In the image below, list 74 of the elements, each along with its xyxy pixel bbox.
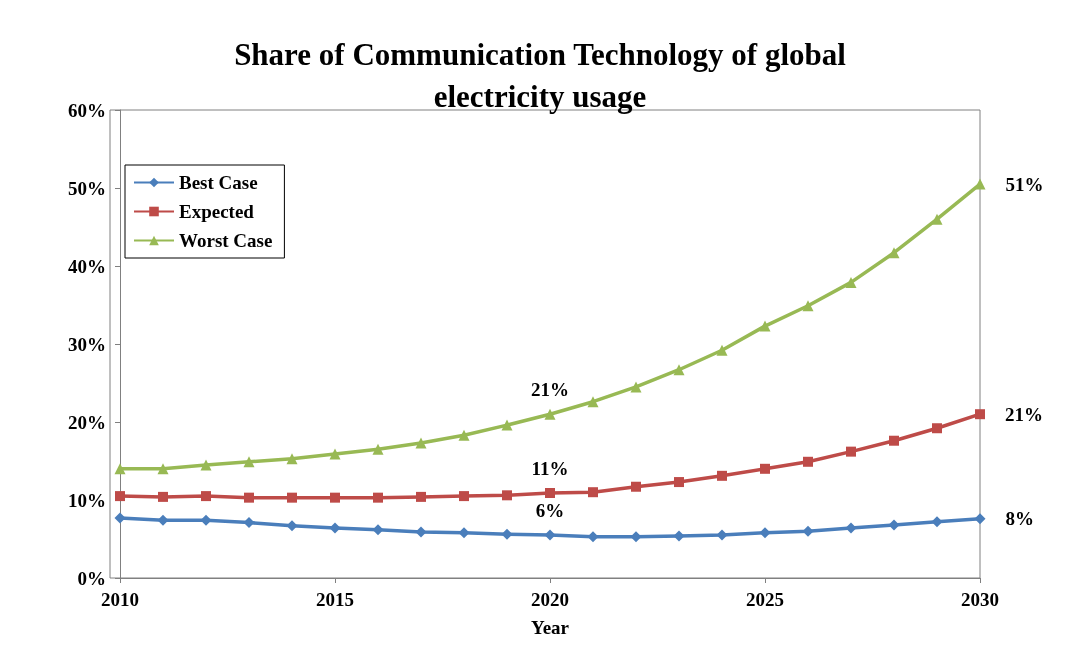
x-tick-label: 2025 <box>746 589 784 610</box>
point <box>114 463 126 475</box>
point <box>846 446 856 457</box>
point <box>329 448 341 460</box>
point <box>932 423 942 434</box>
x-axis-title: Year <box>531 617 570 638</box>
point <box>114 512 126 524</box>
point <box>760 463 770 474</box>
point <box>373 492 383 503</box>
point <box>158 491 168 502</box>
point <box>372 443 384 455</box>
point <box>458 429 470 441</box>
point <box>802 300 814 312</box>
point <box>845 276 857 288</box>
point <box>544 529 556 541</box>
y-tick-label: 60% <box>68 99 106 121</box>
y-tick-label: 10% <box>68 489 106 511</box>
data-label: 21% <box>531 378 569 400</box>
point <box>759 320 771 332</box>
chart-title: Share of Communication Technology of global electricity usage <box>234 36 847 114</box>
point <box>115 491 125 502</box>
point <box>845 522 857 534</box>
point <box>673 364 685 376</box>
legend-label: Worst Case <box>179 230 273 251</box>
legend-label: Expected <box>179 201 255 222</box>
point <box>201 491 211 502</box>
y-tick-label: 50% <box>68 177 106 199</box>
x-tick-label: 2010 <box>101 589 139 610</box>
point <box>888 519 900 531</box>
point <box>501 419 513 431</box>
point <box>717 470 727 481</box>
y-tick-label: 20% <box>68 411 106 433</box>
point <box>716 344 728 356</box>
point <box>415 437 427 449</box>
x-tick-label: 2020 <box>531 589 569 610</box>
point <box>631 481 641 492</box>
point <box>630 381 642 393</box>
point <box>544 408 556 420</box>
legend-label: Best Case <box>179 172 258 193</box>
point <box>974 178 986 190</box>
point <box>888 247 900 259</box>
point <box>588 487 598 498</box>
point <box>330 492 340 503</box>
point <box>243 456 255 468</box>
data-label: 8% <box>1005 508 1034 530</box>
x-tick-label: 2030 <box>961 589 999 610</box>
data-label: 11% <box>531 457 569 479</box>
y-tick-label: 0% <box>77 567 106 589</box>
point <box>287 492 297 503</box>
point <box>286 453 298 465</box>
point <box>459 491 469 502</box>
point <box>587 396 599 408</box>
y-tick-label: 40% <box>68 255 106 277</box>
point <box>931 213 943 225</box>
data-label: 21% <box>1005 403 1043 425</box>
y-tick-label: 30% <box>68 333 106 355</box>
data-label: 51% <box>1005 173 1044 195</box>
point <box>716 529 728 541</box>
point <box>545 487 555 498</box>
point <box>415 526 427 538</box>
point <box>673 530 685 542</box>
point <box>244 492 254 503</box>
point <box>975 409 985 420</box>
point <box>200 459 212 471</box>
point <box>974 513 986 525</box>
x-tick-label: 2015 <box>316 589 354 610</box>
point <box>157 463 169 475</box>
point <box>329 522 341 534</box>
data-label: 6% <box>535 499 565 521</box>
point <box>889 435 899 446</box>
point <box>502 490 512 501</box>
point <box>803 456 813 467</box>
point <box>416 491 426 502</box>
point <box>674 477 684 488</box>
